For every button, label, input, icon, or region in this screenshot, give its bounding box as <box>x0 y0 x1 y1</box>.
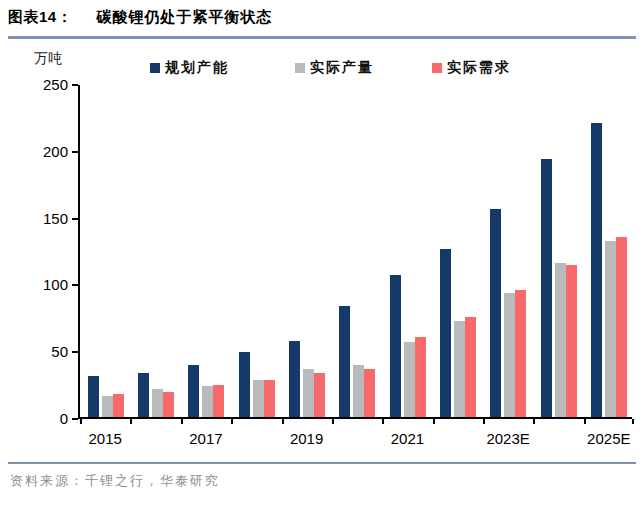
y-tick-0 <box>72 418 78 420</box>
x-tick-7 <box>433 419 435 424</box>
chart-legend: 规划产能 实际产量 实际需求 <box>0 59 640 77</box>
y-tick-label-50: 50 <box>30 344 68 360</box>
x-tick-4 <box>282 419 284 424</box>
y-tick-label-250: 250 <box>30 77 68 93</box>
bar-实际产量-2015 <box>102 396 113 417</box>
y-tick-200 <box>72 151 78 153</box>
x-axis-label-2023E: 2023E <box>476 430 540 447</box>
x-tick-2 <box>181 419 183 424</box>
y-tick-label-100: 100 <box>30 277 68 293</box>
x-tick-9 <box>533 419 535 424</box>
bar-规划产能-2019 <box>289 341 300 417</box>
bar-规划产能-2018 <box>239 352 250 418</box>
y-tick-150 <box>72 218 78 220</box>
bar-规划产能-2017 <box>188 365 199 417</box>
y-tick-label-150: 150 <box>30 211 68 227</box>
legend-swatch-actual-demand <box>432 63 442 73</box>
legend-swatch-planned-capacity <box>150 63 160 73</box>
legend-item-actual-production: 实际产量 <box>295 59 374 77</box>
research-chart-figure: 图表14：碳酸锂仍处于紧平衡状态 万吨 规划产能 实际产量 实际需求 05010… <box>0 0 640 505</box>
bar-规划产能-2022 <box>440 249 451 417</box>
bar-实际产量-2020 <box>353 365 364 417</box>
legend-item-planned-capacity: 规划产能 <box>150 59 229 77</box>
bar-实际需求-2020 <box>364 369 375 417</box>
bar-规划产能-2015 <box>88 376 99 417</box>
bar-规划产能-2023E <box>490 209 501 417</box>
bar-实际需求-2015 <box>113 394 124 417</box>
page-title: 图表14： 碳酸锂仍处于紧平衡状态 <box>8 8 272 27</box>
bar-实际需求-2023E <box>515 290 526 417</box>
legend-label-planned-capacity: 规划产能 <box>165 59 229 77</box>
legend-label-actual-production: 实际产量 <box>310 59 374 77</box>
y-tick-label-0: 0 <box>30 411 68 427</box>
x-axis-label-2021: 2021 <box>375 430 439 447</box>
bar-实际需求-2025E <box>616 237 627 417</box>
bar-实际需求-2022 <box>465 317 476 417</box>
footer-divider <box>8 462 636 464</box>
title-divider <box>8 36 636 39</box>
bar-实际产量-2016 <box>152 389 163 417</box>
y-tick-label-200: 200 <box>30 144 68 160</box>
x-axis-label-2017: 2017 <box>174 430 238 447</box>
bar-规划产能-2024E <box>541 159 552 417</box>
x-tick-1 <box>130 419 132 424</box>
x-tick-5 <box>332 419 334 424</box>
bar-实际产量-2017 <box>202 386 213 417</box>
x-tick-6 <box>382 419 384 424</box>
bar-规划产能-2025E <box>591 123 602 417</box>
bar-规划产能-2020 <box>339 306 350 417</box>
x-tick-3 <box>231 419 233 424</box>
y-tick-250 <box>72 84 78 86</box>
bar-实际产量-2025E <box>605 241 616 417</box>
bar-实际需求-2019 <box>314 373 325 417</box>
x-tick-10 <box>584 419 586 424</box>
y-tick-100 <box>72 284 78 286</box>
y-tick-50 <box>72 351 78 353</box>
source-note: 资料来源：千锂之行，华泰研究 <box>10 472 220 490</box>
figure-number-label: 图表14： <box>8 8 72 25</box>
legend-swatch-actual-production <box>295 63 305 73</box>
x-axis-label-2015: 2015 <box>73 430 137 447</box>
x-axis-label-2025E: 2025E <box>577 430 640 447</box>
legend-label-actual-demand: 实际需求 <box>447 59 511 77</box>
legend-item-actual-demand: 实际需求 <box>432 59 511 77</box>
bar-实际产量-2018 <box>253 380 264 417</box>
bar-规划产能-2016 <box>138 373 149 417</box>
plot-area: 05010015020025020152017201920212023E2025… <box>78 85 632 419</box>
bar-实际需求-2017 <box>213 385 224 417</box>
bar-实际需求-2021 <box>415 337 426 417</box>
x-tick-11 <box>632 419 634 424</box>
bar-实际产量-2023E <box>504 293 515 417</box>
x-axis-label-2019: 2019 <box>275 430 339 447</box>
figure-title: 碳酸锂仍处于紧平衡状态 <box>96 8 272 25</box>
x-tick-8 <box>483 419 485 424</box>
bar-实际产量-2019 <box>303 369 314 417</box>
bar-实际需求-2018 <box>264 380 275 417</box>
bar-实际需求-2016 <box>163 392 174 417</box>
x-tick-0 <box>80 419 82 424</box>
bar-实际需求-2024E <box>566 265 577 417</box>
bar-实际产量-2024E <box>555 263 566 417</box>
bar-规划产能-2021 <box>390 275 401 417</box>
bar-实际产量-2021 <box>404 342 415 417</box>
bar-实际产量-2022 <box>454 321 465 417</box>
